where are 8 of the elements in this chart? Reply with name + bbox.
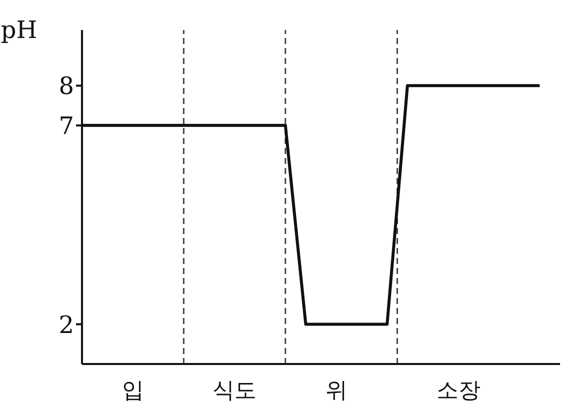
x-tick-label: 식도: [212, 378, 257, 404]
y-tick-label: 2: [58, 310, 74, 339]
y-tick-label: 7: [58, 112, 74, 140]
x-tick-label: 입: [122, 378, 144, 404]
x-tick-label: 소장: [436, 378, 480, 404]
y-tick-label: 8: [58, 72, 74, 100]
x-tick-label: 위: [325, 378, 348, 404]
y-axis-title: pH: [0, 16, 38, 44]
